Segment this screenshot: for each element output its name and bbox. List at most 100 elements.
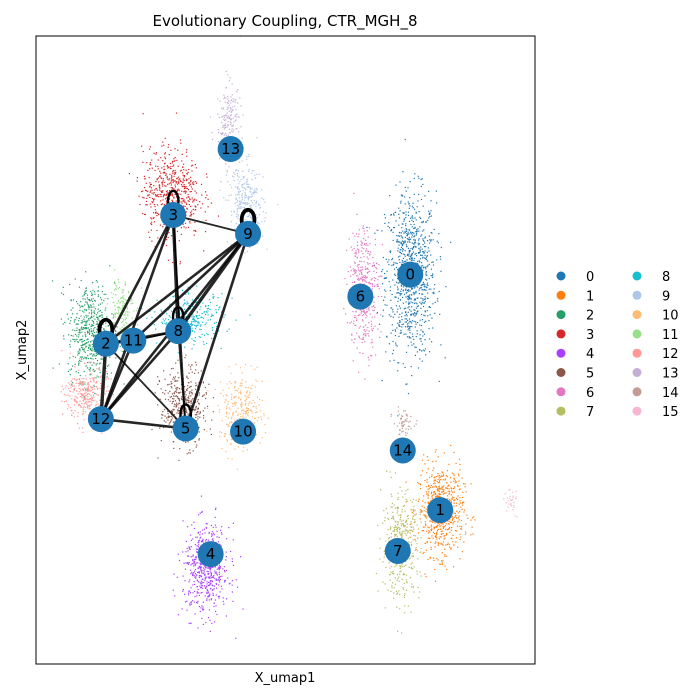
data-point — [378, 275, 380, 278]
data-point — [102, 323, 104, 325]
data-point — [185, 399, 187, 401]
data-point — [390, 590, 392, 592]
data-point — [398, 335, 400, 337]
data-point — [101, 326, 103, 329]
data-point — [204, 386, 206, 389]
data-point — [459, 510, 461, 512]
data-point — [211, 327, 213, 329]
data-point — [431, 528, 433, 530]
data-point — [204, 565, 206, 567]
data-point — [217, 297, 219, 299]
data-point — [248, 247, 251, 249]
data-point — [151, 316, 153, 318]
data-point — [421, 459, 423, 461]
data-point — [197, 372, 199, 374]
data-point — [188, 364, 190, 366]
data-point — [150, 183, 152, 186]
data-point — [398, 259, 400, 261]
data-point — [91, 294, 93, 296]
data-point — [176, 412, 178, 414]
data-point — [211, 572, 213, 575]
data-point — [399, 517, 402, 519]
data-point — [411, 215, 413, 217]
data-point — [173, 197, 175, 199]
data-point — [82, 348, 84, 350]
data-point — [211, 534, 213, 536]
data-point — [408, 336, 410, 338]
data-point — [432, 461, 434, 463]
data-point — [99, 310, 101, 312]
data-point — [375, 572, 377, 575]
data-point — [442, 523, 444, 525]
data-point — [101, 358, 103, 360]
data-point — [425, 221, 428, 223]
data-point — [101, 314, 103, 316]
data-point — [370, 320, 372, 322]
data-point — [175, 395, 177, 397]
data-point — [441, 533, 443, 535]
data-point — [86, 367, 89, 369]
data-point — [384, 296, 386, 298]
data-point — [70, 320, 72, 322]
data-point — [455, 514, 457, 516]
data-point — [399, 255, 401, 257]
data-point — [170, 180, 172, 182]
data-point — [403, 596, 405, 598]
data-point — [101, 311, 103, 314]
data-point — [213, 588, 215, 590]
data-point — [82, 298, 84, 300]
data-point — [401, 223, 403, 225]
data-point — [184, 386, 186, 388]
data-point — [434, 535, 436, 537]
data-point — [402, 194, 404, 196]
data-point — [188, 168, 190, 171]
data-point — [440, 542, 442, 544]
data-point — [364, 269, 367, 271]
data-point — [385, 277, 387, 279]
data-point — [249, 314, 251, 316]
data-point — [244, 193, 246, 195]
data-point — [197, 532, 199, 534]
data-point — [98, 376, 100, 378]
data-point — [189, 592, 192, 594]
data-point — [201, 566, 203, 568]
data-point — [191, 182, 194, 184]
data-point — [72, 335, 74, 337]
data-point — [384, 607, 386, 609]
data-point — [182, 575, 184, 577]
data-point — [381, 275, 383, 277]
data-point — [402, 587, 404, 589]
data-point — [419, 319, 421, 321]
data-point — [116, 326, 118, 328]
data-point — [422, 299, 424, 301]
data-point — [91, 349, 93, 351]
data-point — [432, 469, 434, 472]
data-point — [207, 596, 209, 598]
data-point — [96, 360, 99, 362]
data-point — [204, 532, 206, 534]
data-point — [357, 277, 360, 279]
data-point — [435, 536, 437, 538]
data-point — [409, 302, 411, 304]
data-point — [407, 298, 409, 300]
data-point — [144, 189, 147, 191]
data-point — [147, 190, 149, 193]
data-point — [213, 534, 215, 536]
data-point — [184, 346, 186, 348]
data-point — [371, 306, 373, 308]
data-point — [183, 186, 185, 188]
data-point — [361, 310, 363, 312]
data-point — [162, 318, 164, 320]
data-point — [199, 308, 201, 310]
data-point — [204, 566, 207, 568]
data-point — [194, 613, 196, 615]
data-point — [394, 520, 396, 522]
data-point — [453, 477, 455, 479]
data-point — [382, 256, 384, 259]
data-point — [364, 334, 366, 336]
data-point — [404, 605, 406, 607]
data-point — [95, 377, 97, 379]
data-point — [210, 574, 212, 576]
data-point — [192, 164, 194, 166]
data-point — [441, 543, 443, 545]
